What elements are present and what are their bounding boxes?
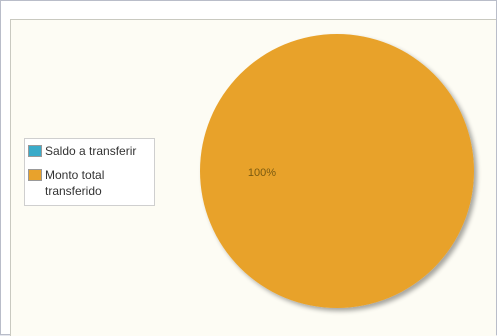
legend-swatch-monto-total-transferido: [28, 169, 42, 181]
slice-label-monto-total-transferido: 100%: [248, 167, 276, 179]
legend-label: Monto total transferido: [45, 168, 105, 198]
legend-swatch-saldo-a-transferir: [28, 145, 42, 157]
pie-slice-monto-total-transferido[interactable]: [200, 34, 474, 308]
legend: Saldo a transferir Monto total transferi…: [24, 138, 155, 206]
legend-label: Saldo a transferir: [45, 144, 137, 158]
